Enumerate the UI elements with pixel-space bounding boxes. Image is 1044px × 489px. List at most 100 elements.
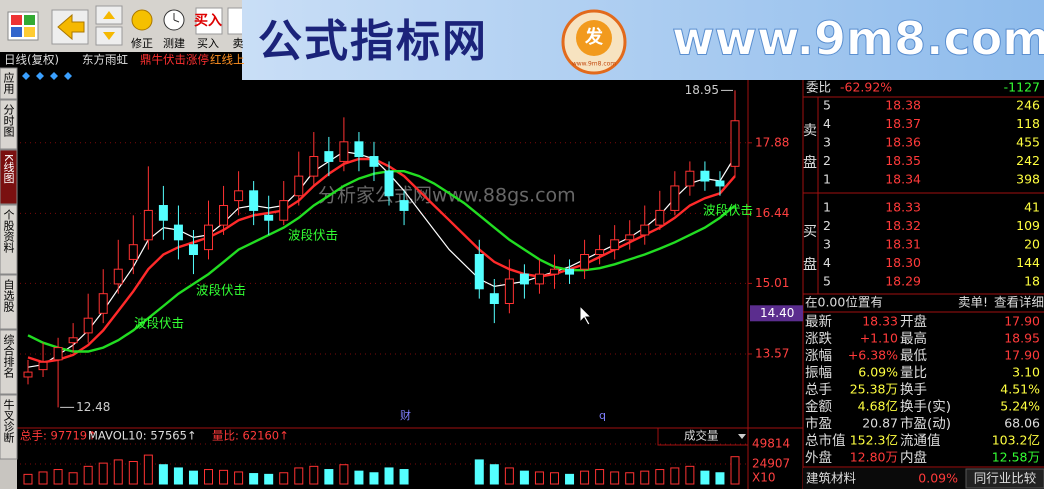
- volume-bar: [143, 454, 153, 485]
- candle-body: [625, 234, 635, 241]
- notice-alert: 卖单!: [958, 295, 988, 310]
- candle-body: [384, 170, 394, 197]
- volume-bar: [534, 471, 544, 485]
- candle-body: [234, 190, 244, 202]
- volume-bar: [98, 462, 108, 485]
- candle-body: [655, 209, 665, 226]
- candle-body: [249, 190, 259, 211]
- stat-value: 20.87: [862, 416, 898, 431]
- volume-selector-label: 成交量: [684, 429, 719, 443]
- y-tick-label: 13.57: [755, 346, 789, 360]
- book-side-label: 买: [803, 224, 817, 240]
- book-level: 2: [823, 153, 831, 168]
- side-tab[interactable]: [0, 274, 18, 330]
- volume-bar: [53, 469, 63, 485]
- toolbar-icons: [7, 5, 249, 46]
- low-label: 12.48: [76, 400, 110, 414]
- candle-body: [158, 205, 168, 221]
- stat-label: 振幅: [805, 365, 832, 381]
- candle-body: [565, 268, 575, 275]
- side-tab-label: 牛叉诊断: [2, 398, 15, 444]
- book-level: 2: [823, 218, 831, 233]
- book-level: 1: [823, 172, 831, 187]
- banner: [242, 0, 1044, 80]
- book-level: 1: [823, 200, 831, 215]
- side-tab-label: K线图: [2, 154, 15, 184]
- book-volume: 118: [1016, 116, 1040, 131]
- candle-body: [549, 268, 559, 275]
- side-tab[interactable]: [0, 67, 18, 100]
- stat-label: 最新: [805, 314, 832, 330]
- candle-body: [128, 244, 138, 260]
- stat-label: 最高: [900, 330, 927, 347]
- stat-value: 25.38万: [850, 382, 898, 397]
- volume-bar: [234, 471, 244, 485]
- candle-body: [23, 371, 33, 378]
- candle-body: [294, 175, 304, 197]
- volume-bar: [113, 459, 123, 485]
- stat-value: 18.95: [1004, 331, 1040, 346]
- candle-body: [188, 244, 198, 256]
- ratio-diff: -1127: [1004, 80, 1040, 95]
- volume-bar: [188, 470, 198, 485]
- volume-scale: X10: [752, 471, 776, 485]
- stat-label: 涨跌: [805, 331, 833, 347]
- volume-bar: [580, 470, 590, 485]
- stat-label: 内盘: [900, 449, 927, 466]
- volume-bar: [474, 459, 484, 485]
- candle-body: [204, 224, 214, 251]
- side-tab[interactable]: [0, 99, 18, 150]
- candle-body: [474, 254, 484, 290]
- stat-label: 外盘: [805, 449, 832, 466]
- banner-title: 公式指标网: [258, 16, 488, 67]
- annotation: 波段伏击: [134, 316, 184, 331]
- stat-value: 4.51%: [1000, 382, 1040, 397]
- buy-icon: 买入: [194, 13, 222, 29]
- stat-label: 换手(实): [900, 399, 951, 415]
- volume-bar: [504, 467, 514, 485]
- candle-body: [219, 205, 229, 226]
- volume-selector[interactable]: [657, 427, 749, 446]
- candle-body: [98, 293, 108, 314]
- candle-body: [715, 180, 725, 187]
- footer-link: 同行业比较: [974, 471, 1037, 486]
- volume-bar: [399, 469, 409, 485]
- panel-lines: [803, 96, 1044, 468]
- book-price: 18.34: [885, 172, 921, 187]
- candle-body: [489, 293, 499, 305]
- volume-bar: [715, 472, 725, 485]
- book-price: 18.29: [885, 274, 921, 289]
- signal-diamonds: [22, 72, 72, 80]
- book-price: 18.38: [885, 98, 921, 113]
- header-stock: 东方雨虹: [82, 53, 128, 67]
- book-price: 18.30: [885, 255, 921, 270]
- stat-value: +6.38%: [848, 348, 898, 363]
- volume-bar: [68, 472, 78, 485]
- candle-body: [68, 337, 78, 344]
- notice-link[interactable]: 查看详细: [994, 295, 1044, 310]
- book-level: 3: [823, 237, 831, 252]
- book-level: 4: [823, 255, 831, 270]
- candle-body: [143, 209, 153, 241]
- stat-value: +1.10: [860, 331, 898, 346]
- side-tab[interactable]: [0, 204, 18, 275]
- volume-bar: [610, 471, 620, 485]
- dropdown-arrow: [738, 434, 746, 439]
- side-tab[interactable]: [0, 329, 18, 395]
- stat-label: 最低: [900, 348, 928, 364]
- stat-label: 量比: [900, 365, 927, 381]
- candle-body: [53, 347, 63, 361]
- book-price: 18.31: [885, 237, 921, 252]
- footer-link-box[interactable]: [965, 468, 1044, 489]
- side-tab[interactable]: [0, 149, 18, 205]
- volume-bar: [354, 470, 364, 485]
- book-volume: 455: [1016, 135, 1040, 150]
- toolbar-label: 修正: [131, 36, 153, 50]
- volume-total: 总手: 97719↑: [20, 429, 97, 443]
- footer-industry: 建筑材料: [806, 471, 857, 486]
- volume-bar: [730, 456, 740, 485]
- stat-value: 103.2亿: [992, 433, 1040, 448]
- candle-body: [369, 156, 379, 167]
- side-tab[interactable]: [0, 394, 18, 460]
- annotation: 波段伏击: [288, 228, 338, 243]
